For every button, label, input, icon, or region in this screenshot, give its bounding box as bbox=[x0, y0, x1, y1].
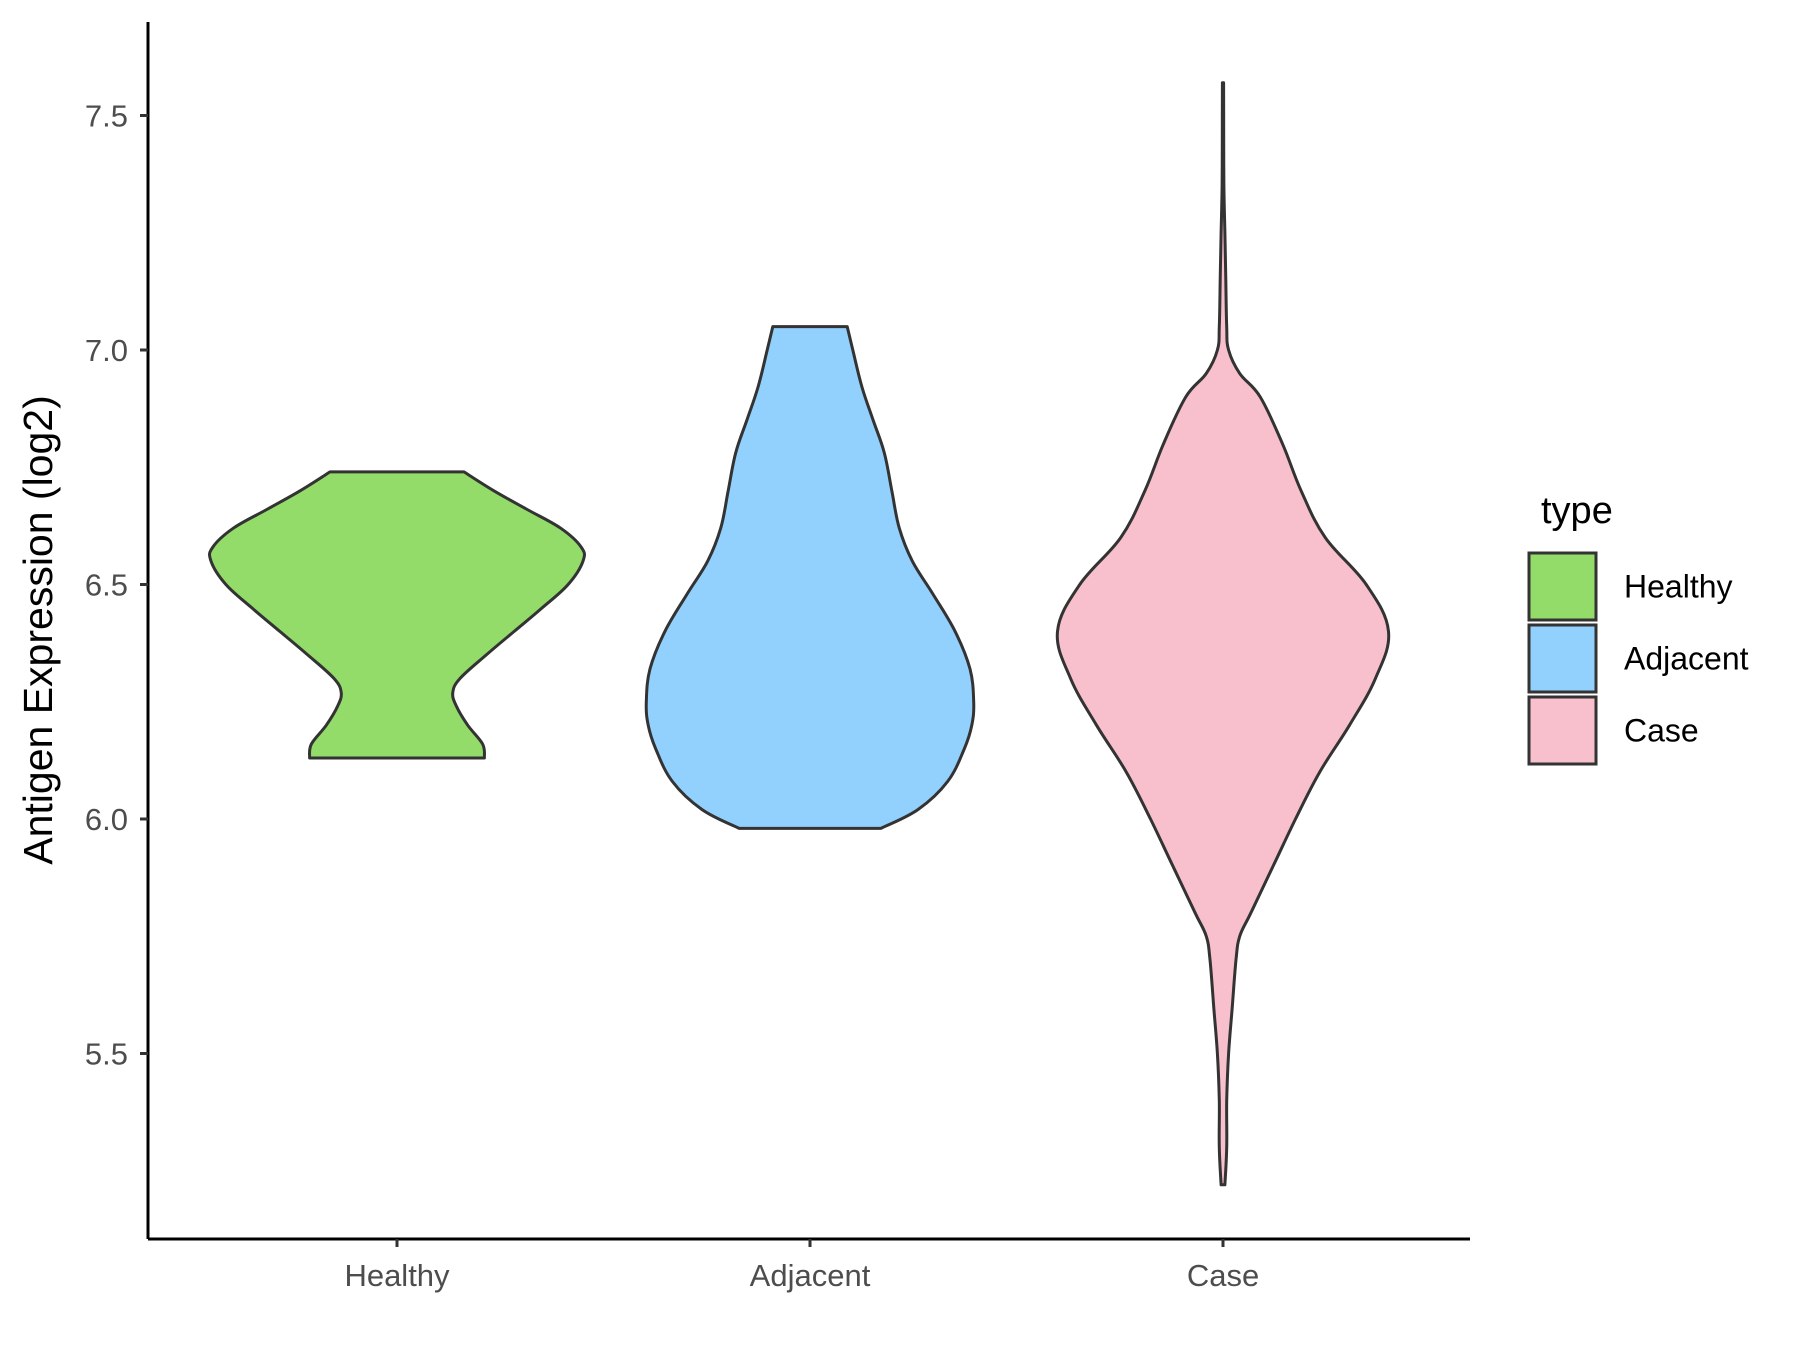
x-ticks: Healthy Adjacent Case bbox=[344, 1239, 1259, 1293]
legend-key-case bbox=[1527, 695, 1598, 766]
legend-key-adjacent bbox=[1527, 623, 1598, 694]
violin-case bbox=[1055, 81, 1391, 1187]
x-tick-label: Case bbox=[1187, 1258, 1259, 1293]
legend-label: Healthy bbox=[1624, 569, 1733, 605]
y-axis-title: Antigen Expression (log2) bbox=[15, 395, 61, 864]
legend-title: type bbox=[1541, 490, 1613, 532]
legend-key-healthy bbox=[1527, 551, 1598, 622]
y-tick-label: 5.5 bbox=[85, 1037, 128, 1072]
violin-adjacent bbox=[644, 325, 976, 830]
legend: type Healthy Adjacent Case bbox=[1527, 490, 1749, 766]
legend-label: Case bbox=[1624, 713, 1699, 749]
y-tick-label: 6.0 bbox=[85, 802, 128, 837]
legend-label: Adjacent bbox=[1624, 641, 1749, 677]
y-tick-label: 7.5 bbox=[85, 99, 128, 134]
violins bbox=[208, 81, 1391, 1187]
legend-items: Healthy Adjacent Case bbox=[1527, 551, 1749, 766]
y-tick-label: 6.5 bbox=[85, 568, 128, 603]
x-tick-label: Adjacent bbox=[750, 1258, 871, 1293]
y-ticks: 5.5 6.0 6.5 7.0 7.5 bbox=[85, 99, 148, 1072]
x-tick-label: Healthy bbox=[344, 1258, 450, 1293]
y-tick-label: 7.0 bbox=[85, 333, 128, 368]
violin-healthy bbox=[208, 470, 586, 760]
